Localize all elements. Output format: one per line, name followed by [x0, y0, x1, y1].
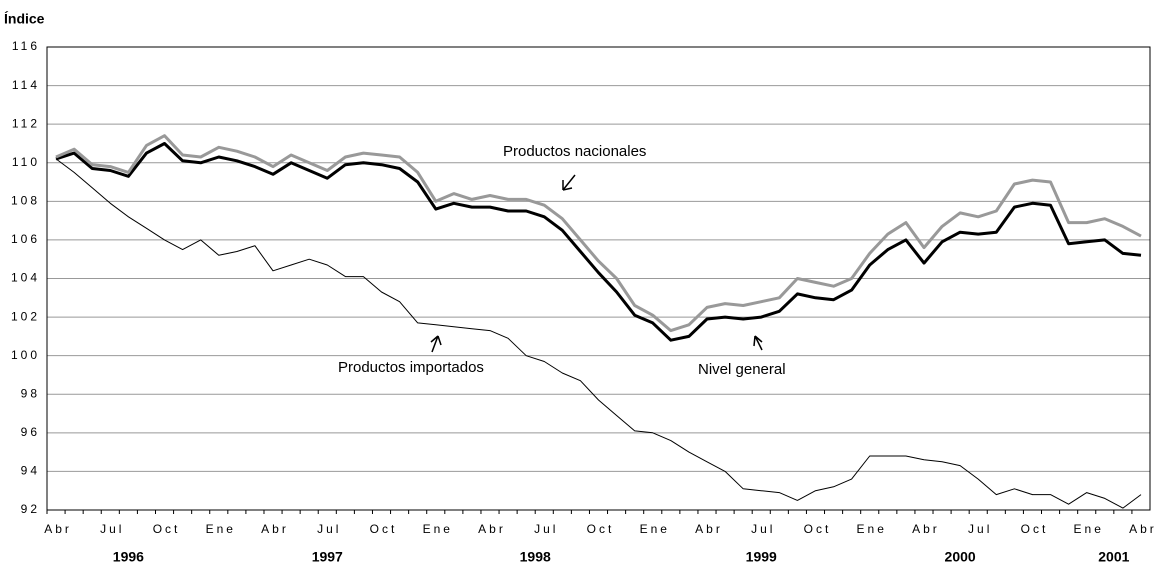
y-axis-label: Índice [4, 11, 45, 27]
year-label: 1997 [312, 549, 343, 565]
y-tick-label: 106 [11, 232, 40, 246]
x-tick-label: Ene [857, 522, 887, 536]
y-tick-label: 102 [11, 309, 40, 323]
x-tick-label: Oct [587, 522, 615, 536]
y-tick-label: 98 [21, 386, 40, 400]
x-tick-label: Abr [478, 522, 506, 536]
series-line [55, 158, 1142, 509]
x-tick-label: Ene [206, 522, 236, 536]
x-tick-label: Abr [912, 522, 940, 536]
x-tick-label: Oct [804, 522, 832, 536]
y-tick-label: 116 [12, 39, 40, 53]
year-label: 1996 [113, 549, 144, 565]
series-line [55, 134, 1142, 333]
annotation: Nivel general [698, 361, 786, 378]
x-tick-label: Ene [423, 522, 453, 536]
arrow [753, 335, 763, 351]
x-tick-label: Jul [100, 522, 124, 536]
y-tick-label: 108 [11, 194, 40, 208]
year-label: 2001 [1098, 549, 1129, 565]
plot-frame [46, 46, 1151, 511]
year-label: 1999 [746, 549, 777, 565]
x-tick-label: Ene [1074, 522, 1104, 536]
x-tick-label: Ene [640, 522, 670, 536]
y-tick-label: 110 [12, 155, 40, 169]
x-tick-label: Jul [968, 522, 992, 536]
x-tick-label: Oct [153, 522, 181, 536]
y-tick-label: 114 [12, 78, 40, 92]
arrow [562, 174, 576, 191]
annotation: Productos nacionales [503, 143, 646, 160]
series-line [55, 142, 1142, 342]
x-tick-label: Abr [44, 522, 72, 536]
x-tick-label: Jul [534, 522, 558, 536]
x-tick-label: Oct [1021, 522, 1049, 536]
arrow [430, 335, 442, 353]
annotation: Productos importados [338, 359, 484, 376]
y-tick-label: 112 [12, 116, 40, 130]
y-tick-label: 100 [11, 348, 40, 362]
x-tick-label: Abr [1129, 522, 1157, 536]
x-tick-label: Jul [751, 522, 775, 536]
y-tick-label: 96 [21, 425, 40, 439]
year-label: 1998 [520, 549, 551, 565]
y-tick-label: 104 [11, 271, 40, 285]
annotations: Productos nacionales Nivel general Produ… [338, 143, 786, 378]
x-tick-label: Oct [370, 522, 398, 536]
y-tick-label: 92 [21, 502, 40, 516]
y-tick-label: 94 [21, 464, 40, 478]
x-tick-label: Jul [317, 522, 341, 536]
year-label: 2000 [945, 549, 976, 565]
x-tick-label: Abr [695, 522, 723, 536]
x-tick-label: Abr [261, 522, 289, 536]
